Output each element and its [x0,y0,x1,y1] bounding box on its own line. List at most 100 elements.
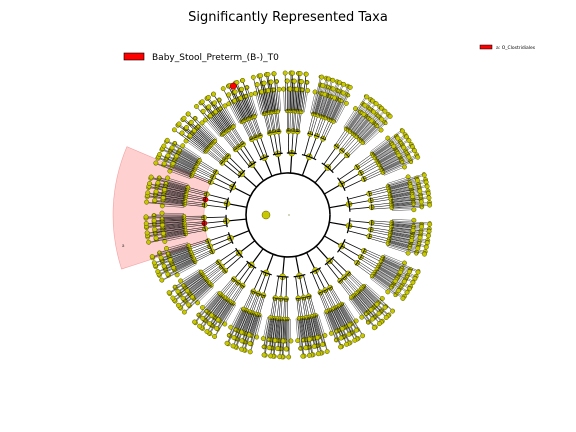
genus-branch [178,274,203,292]
genus-branch [201,297,226,329]
order-branch [304,133,311,156]
genus-node [254,82,260,88]
genus-node [400,296,406,301]
genus-node [231,335,237,341]
genus-branch [179,150,199,162]
genus-branch [388,180,426,191]
genus-branch [154,249,191,263]
genus-branch [301,318,306,348]
genus-branch [323,312,332,334]
family-branch [272,298,276,318]
genus-branch [259,75,268,114]
genus-branch [233,310,249,347]
genus-branch [233,92,247,120]
family-branch [231,285,243,303]
genus-branch [152,245,189,257]
genus-branch [355,107,381,137]
family-branch [363,170,383,180]
genus-branch [363,286,386,308]
genus-node [306,352,312,358]
genus-node [332,95,338,101]
genus-branch [352,103,377,134]
family-branch [191,175,211,184]
genus-node [389,285,393,290]
genus-branch [381,260,416,278]
genus-branch [236,309,246,331]
genus-branch [354,295,374,319]
genus-branch [270,318,275,348]
genus-branch [297,318,301,349]
genus-branch [356,292,382,322]
genus-branch [346,103,364,129]
genus-branch [389,238,419,247]
genus-branch [213,298,227,317]
genus-node [334,329,339,334]
order-arc [370,204,373,211]
genus-branch [162,223,185,226]
order-arc [258,134,262,137]
genus-branch [309,316,316,347]
genus-branch [358,291,379,314]
genus-branch [203,295,223,320]
genus-node [183,138,189,144]
genus-node [401,279,407,284]
genus-node [426,233,431,239]
genus-branch [363,286,386,308]
genus-branch [391,201,414,205]
genus-branch [303,317,311,356]
family-branch [334,128,347,146]
genus-branch [378,152,398,164]
genus-branch [167,140,200,161]
genus-branch [383,162,412,175]
family-branch [185,230,206,235]
genus-branch [269,82,275,112]
genus-branch [180,283,210,309]
genus-branch [206,294,221,312]
genus-branch [378,145,413,165]
genus-branch [284,318,286,341]
genus-branch [357,292,373,309]
genus-branch [244,313,257,351]
genus-node [339,99,344,103]
genus-branch [276,81,280,112]
family-branch [308,296,315,316]
family-branch [224,132,237,149]
class-branch [315,245,331,262]
genus-branch [219,109,232,128]
genus-branch [375,270,408,292]
genus-branch [162,225,185,228]
genus-branch [328,98,338,120]
genus-branch [362,287,379,303]
genus-node [157,250,162,255]
genus-node [181,115,187,121]
genus-branch [180,269,200,282]
genus-branch [390,233,412,239]
genus-branch [146,217,185,219]
genus-branch [210,115,225,134]
genus-branch [202,291,218,308]
genus-branch [361,288,389,316]
order-arc [327,286,333,290]
genus-branch [372,275,403,299]
genus-node [300,87,305,92]
genus-branch [360,289,382,312]
genus-node [186,302,191,308]
genus-branch [219,302,232,321]
genus-branch [181,132,206,152]
genus-branch [174,277,206,302]
genus-branch [241,311,250,333]
genus-branch [159,259,194,276]
class-branch [265,254,274,274]
genus-branch [228,308,243,336]
genus-branch [371,277,396,296]
genus-branch [333,308,344,329]
family-branch [371,202,392,206]
genus-branch [388,181,410,188]
class-branch [329,203,350,209]
family-branch [298,298,302,319]
genus-branch [284,318,286,341]
genus-branch [363,285,386,307]
genus-branch [154,200,185,205]
genus-branch [359,290,387,318]
genus-branch [165,183,188,190]
